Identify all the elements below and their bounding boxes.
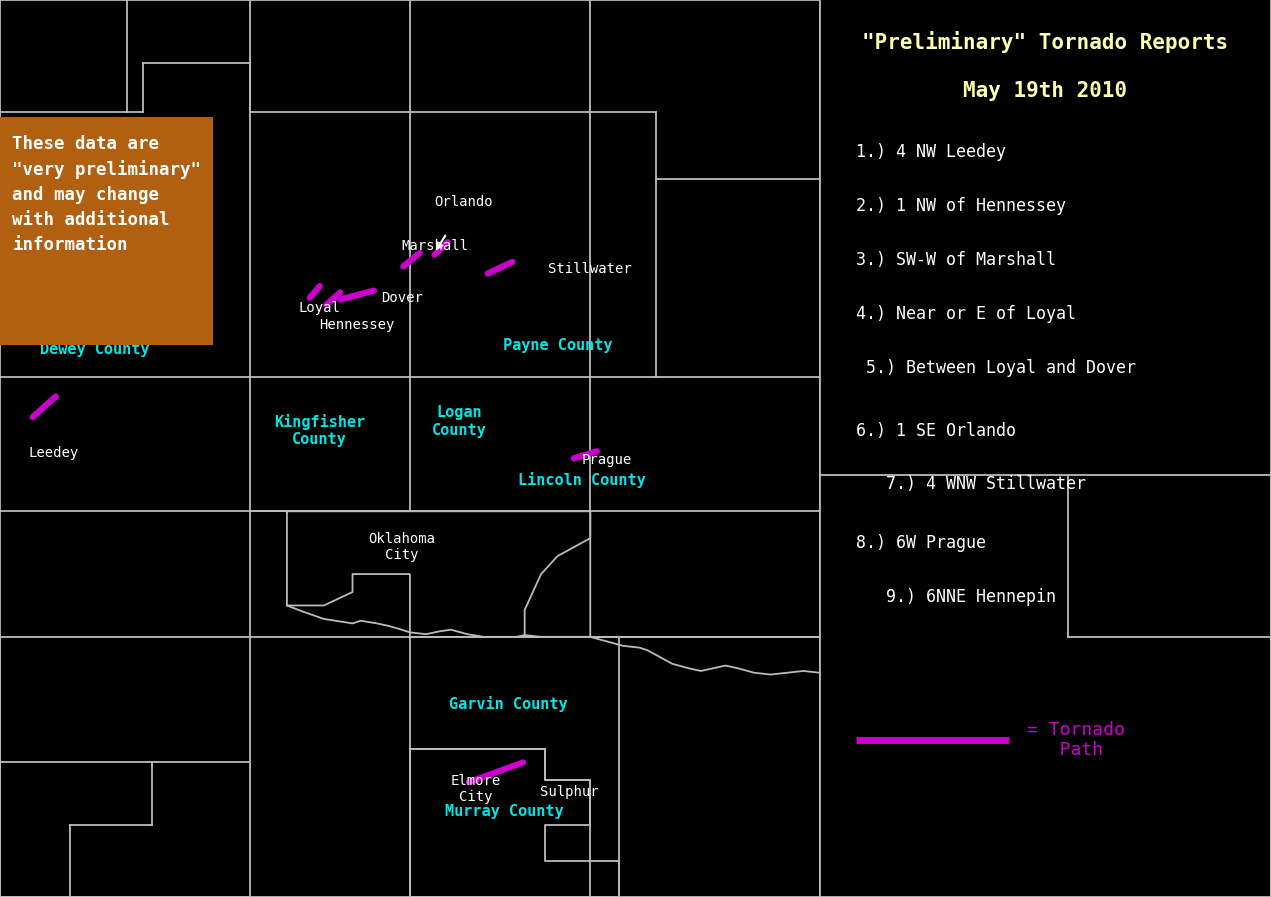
- Text: 3.) SW-W of Marshall: 3.) SW-W of Marshall: [855, 251, 1056, 269]
- Text: "Preliminary" Tornado Reports: "Preliminary" Tornado Reports: [862, 31, 1229, 54]
- Text: Stillwater: Stillwater: [548, 262, 632, 276]
- Text: Lincoln County: Lincoln County: [519, 472, 646, 488]
- Text: 9.) 6NNE Hennepin: 9.) 6NNE Hennepin: [855, 588, 1056, 605]
- Text: May 19th 2010: May 19th 2010: [963, 81, 1127, 100]
- Text: These data are
"very preliminary"
and may change
with additional
information: These data are "very preliminary" and ma…: [13, 135, 201, 254]
- Text: 1.) 4 NW Leedey: 1.) 4 NW Leedey: [855, 144, 1005, 161]
- Text: = Tornado
   Path: = Tornado Path: [1027, 720, 1125, 760]
- Text: Sulphur: Sulphur: [540, 785, 599, 799]
- Text: Garvin County: Garvin County: [449, 696, 568, 712]
- Text: Kingfisher
County: Kingfisher County: [275, 414, 365, 448]
- Text: 6.) 1 SE Orlando: 6.) 1 SE Orlando: [855, 422, 1016, 440]
- Text: Oklahoma
City: Oklahoma City: [369, 532, 435, 562]
- FancyBboxPatch shape: [0, 117, 214, 345]
- Text: Murray County: Murray County: [445, 805, 563, 819]
- Text: Elmore
City: Elmore City: [450, 774, 501, 805]
- Text: 4.) Near or E of Loyal: 4.) Near or E of Loyal: [855, 305, 1075, 323]
- Text: Marshall: Marshall: [400, 239, 468, 253]
- Text: 5.) Between Loyal and Dover: 5.) Between Loyal and Dover: [855, 359, 1136, 377]
- Text: Leedey: Leedey: [28, 446, 79, 460]
- Text: Prague: Prague: [582, 453, 632, 467]
- Text: 2.) 1 NW of Hennessey: 2.) 1 NW of Hennessey: [855, 197, 1066, 215]
- Text: Orlando: Orlando: [433, 195, 492, 209]
- Text: 8.) 6W Prague: 8.) 6W Prague: [855, 534, 986, 552]
- Text: Dewey County: Dewey County: [39, 343, 149, 357]
- Text: Loyal: Loyal: [299, 300, 341, 315]
- Text: Hennessey: Hennessey: [319, 318, 394, 332]
- Text: Dover: Dover: [381, 291, 423, 305]
- Text: Logan
County: Logan County: [432, 405, 487, 438]
- Text: 7.) 4 WNW Stillwater: 7.) 4 WNW Stillwater: [855, 475, 1085, 493]
- Text: Payne County: Payne County: [503, 338, 613, 353]
